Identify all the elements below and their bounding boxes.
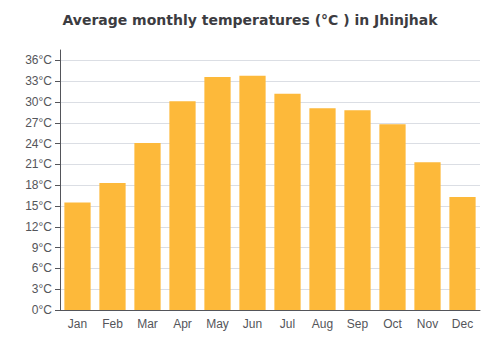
svg-text:Aug: Aug xyxy=(312,317,333,331)
svg-text:May: May xyxy=(206,317,229,331)
svg-text:Jul: Jul xyxy=(280,317,295,331)
svg-text:Feb: Feb xyxy=(102,317,123,331)
svg-text:27°C: 27°C xyxy=(25,116,52,130)
svg-text:18°C: 18°C xyxy=(25,178,52,192)
svg-text:Dec: Dec xyxy=(452,317,473,331)
svg-text:Nov: Nov xyxy=(417,317,438,331)
svg-text:Average monthly temperatures (: Average monthly temperatures (°C ) in Jh… xyxy=(62,12,438,28)
svg-text:33°C: 33°C xyxy=(25,74,52,88)
svg-text:9°C: 9°C xyxy=(32,241,52,255)
svg-text:Jun: Jun xyxy=(243,317,262,331)
svg-text:12°C: 12°C xyxy=(25,220,52,234)
svg-text:0°C: 0°C xyxy=(32,303,52,317)
svg-text:24°C: 24°C xyxy=(25,137,52,151)
svg-text:15°C: 15°C xyxy=(25,199,52,213)
svg-text:30°C: 30°C xyxy=(25,95,52,109)
svg-text:Jan: Jan xyxy=(68,317,87,331)
svg-text:21°C: 21°C xyxy=(25,157,52,171)
svg-text:3°C: 3°C xyxy=(32,282,52,296)
svg-text:Sep: Sep xyxy=(347,317,369,331)
svg-text:6°C: 6°C xyxy=(32,261,52,275)
svg-text:36°C: 36°C xyxy=(25,53,52,67)
svg-text:Oct: Oct xyxy=(383,317,402,331)
svg-text:Mar: Mar xyxy=(137,317,158,331)
svg-text:Apr: Apr xyxy=(173,317,192,331)
